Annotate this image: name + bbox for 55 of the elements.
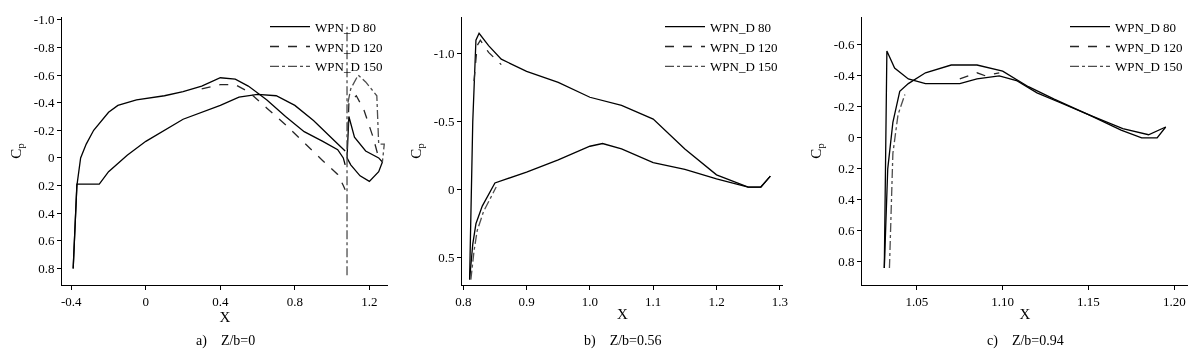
x-tick-label: 1.2	[708, 293, 725, 309]
y-tick-label: -0.2	[833, 99, 855, 115]
x-tick-label: -0.4	[61, 293, 83, 309]
x-tick-label: 0.9	[518, 293, 535, 309]
x-tick-label: 1.20	[1162, 293, 1186, 309]
x-axis-title: X	[219, 308, 231, 325]
y-tick-label: -0.6	[33, 67, 55, 83]
x-tick-label: 0.8	[286, 293, 303, 309]
y-tick-label: -0.8	[33, 39, 55, 55]
y-tick-label: 0.2	[838, 161, 855, 177]
x-axis-title: X	[1019, 305, 1031, 322]
line-series	[470, 186, 497, 281]
y-tick-label: -0.2	[33, 122, 55, 138]
x-tick-label: 0.8	[455, 293, 472, 309]
y-tick-label: 0.6	[838, 223, 855, 239]
legend-label: WPN_D 80	[1115, 19, 1177, 35]
line-series	[888, 93, 906, 269]
x-axis-title: X	[617, 305, 629, 322]
y-tick-label: 0	[847, 130, 855, 146]
x-tick-label: 1.10	[991, 293, 1015, 309]
y-tick-label: 0.2	[38, 178, 55, 194]
text: b) Z/b=0.56	[584, 333, 662, 349]
x-tick-label: 1.15	[1077, 293, 1100, 309]
legend-label: WPN_D 150	[710, 59, 778, 75]
y-tick-label: -1.0	[433, 46, 455, 62]
y-tick-label: -1.0	[33, 12, 55, 28]
y-tick-label: 0.6	[38, 233, 55, 249]
text: a) Z/b=0	[196, 333, 256, 349]
x-tick-label: 1.3	[771, 293, 788, 309]
y-tick-label: -0.4	[833, 68, 855, 84]
y-tick-label: 0.5	[438, 250, 455, 266]
legend-label: WPN_D 120	[710, 39, 778, 55]
x-tick-label: 1.1	[645, 293, 662, 309]
legend-label: WPN_D 120	[315, 39, 383, 55]
legend-label: WPN_D 120	[1115, 39, 1183, 55]
line-series	[473, 39, 502, 82]
legend-label: WPN_D 80	[315, 19, 377, 35]
y-tick-label: 0	[47, 150, 55, 166]
legend-label: WPN_D 150	[1115, 59, 1183, 75]
x-tick-label: 1.05	[905, 293, 929, 309]
y-tick-label: -0.6	[833, 37, 855, 53]
y-tick-label: 0.8	[38, 260, 55, 276]
legend-label: WPN_D 150	[315, 59, 383, 75]
x-tick-label: 0	[142, 293, 150, 309]
y-tick-label: -0.5	[433, 114, 455, 130]
x-tick-label: 0.4	[212, 293, 229, 309]
x-tick-label: 1.2	[361, 293, 378, 309]
y-tick-label: 0	[447, 182, 455, 198]
text: c) Z/b=0.94	[987, 333, 1064, 349]
y-tick-label: 0.8	[838, 254, 855, 270]
y-tick-label: 0.4	[38, 205, 55, 221]
y-tick-label: 0.4	[838, 192, 855, 208]
legend-label: WPN_D 80	[710, 19, 772, 35]
y-tick-label: -0.4	[33, 95, 55, 111]
x-tick-label: 1.0	[581, 293, 599, 309]
